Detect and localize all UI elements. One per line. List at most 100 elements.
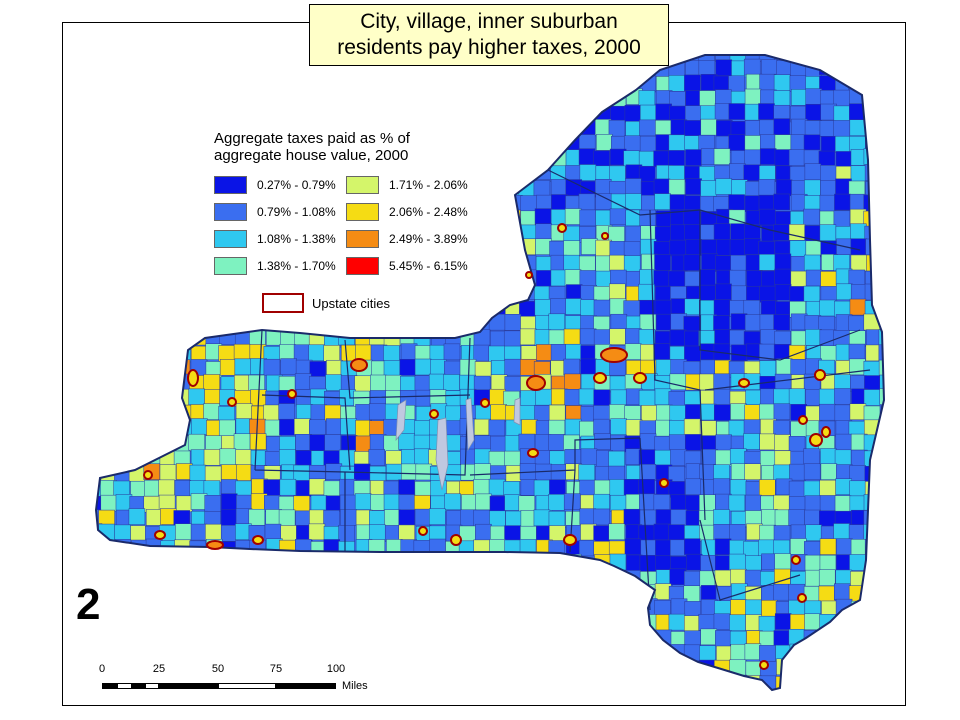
county-cell [204,90,222,108]
county-cell [400,643,417,660]
county-cell [804,673,822,690]
county-cell [699,299,716,317]
county-cell [684,570,701,588]
county-cell [445,599,463,617]
county-cell [759,433,777,451]
county-cell [115,135,133,153]
county-cell [143,73,161,91]
county-cell [114,104,131,122]
county-cell [159,119,176,136]
county-cell [353,644,371,662]
county-cell [520,74,537,92]
county-cell [369,510,386,527]
city-outline [557,223,567,233]
county-cell [610,313,628,331]
county-cell [145,241,162,258]
county-cell [701,253,718,271]
county-cell [835,55,853,61]
county-cell [279,569,297,586]
county-cell [473,660,490,677]
county-cell [293,495,310,513]
city-outline [187,369,199,387]
county-cell [581,691,597,707]
county-cell [593,508,610,526]
county-cell [489,673,506,690]
county-cell [594,628,611,646]
county-cell [490,90,507,107]
county-cell [354,375,371,393]
county-cell [443,374,460,391]
county-cell [729,448,747,465]
county-cell [685,149,702,166]
county-cell [191,418,208,435]
county-cell [744,195,762,212]
county-cell [429,344,447,362]
county-cell [788,224,806,241]
county-cell [608,658,626,675]
county-cell [550,298,567,315]
county-cell [730,254,747,272]
county-cell [563,616,581,633]
county-cell [834,193,851,211]
county-cell [99,315,117,333]
county-cell [161,420,178,438]
county-cell [488,688,505,690]
county-cell [548,614,566,632]
county-cell [401,463,418,481]
county-cell [189,239,207,257]
county-cell [653,659,671,677]
county-cell [728,420,746,437]
county-cell [204,299,221,316]
county-cell [445,643,462,660]
county-cell [714,538,732,556]
county-cell [128,465,146,482]
county-cell [219,448,237,466]
county-cell [566,284,583,301]
county-cell [131,255,148,272]
county-cell [833,330,850,347]
county-cell [790,89,808,106]
county-cell [668,270,686,288]
county-cell [565,298,582,315]
county-cell [835,433,853,451]
county-cell [278,74,295,91]
county-cell [400,586,418,603]
county-cell [143,315,161,333]
county-cell [129,210,146,227]
county-cell [98,359,116,377]
county-cell [219,569,236,587]
county-cell [310,495,328,512]
county-cell [100,133,117,150]
county-cell [415,598,432,616]
county-cell [235,55,253,61]
county-cell [638,389,656,407]
county-cell [414,508,432,526]
county-cell [96,344,102,362]
county-cell [834,449,852,467]
county-cell [565,75,583,93]
county-cell [504,148,522,165]
county-cell [864,598,881,615]
county-cell [96,420,103,437]
cities-label: Upstate cities [312,295,391,311]
county-cell [473,615,491,632]
county-cell [879,629,884,647]
legend-item: 1.71% - 2.06% [346,175,468,195]
county-cell [355,88,373,106]
county-cell [565,628,583,645]
county-cell [220,89,238,107]
legend-label: 1.71% - 2.06% [389,178,468,192]
county-cell [99,629,117,646]
county-cell [850,165,868,182]
legend-label: 1.38% - 1.70% [257,259,336,273]
county-cell [400,73,418,90]
county-cell [563,328,581,346]
county-cell [398,479,415,496]
county-cell [188,584,206,601]
county-cell [368,539,386,556]
legend-swatch [214,203,247,221]
county-cell [880,673,884,690]
county-cell [774,268,791,286]
county-cell [863,584,880,602]
county-cell [324,643,341,661]
